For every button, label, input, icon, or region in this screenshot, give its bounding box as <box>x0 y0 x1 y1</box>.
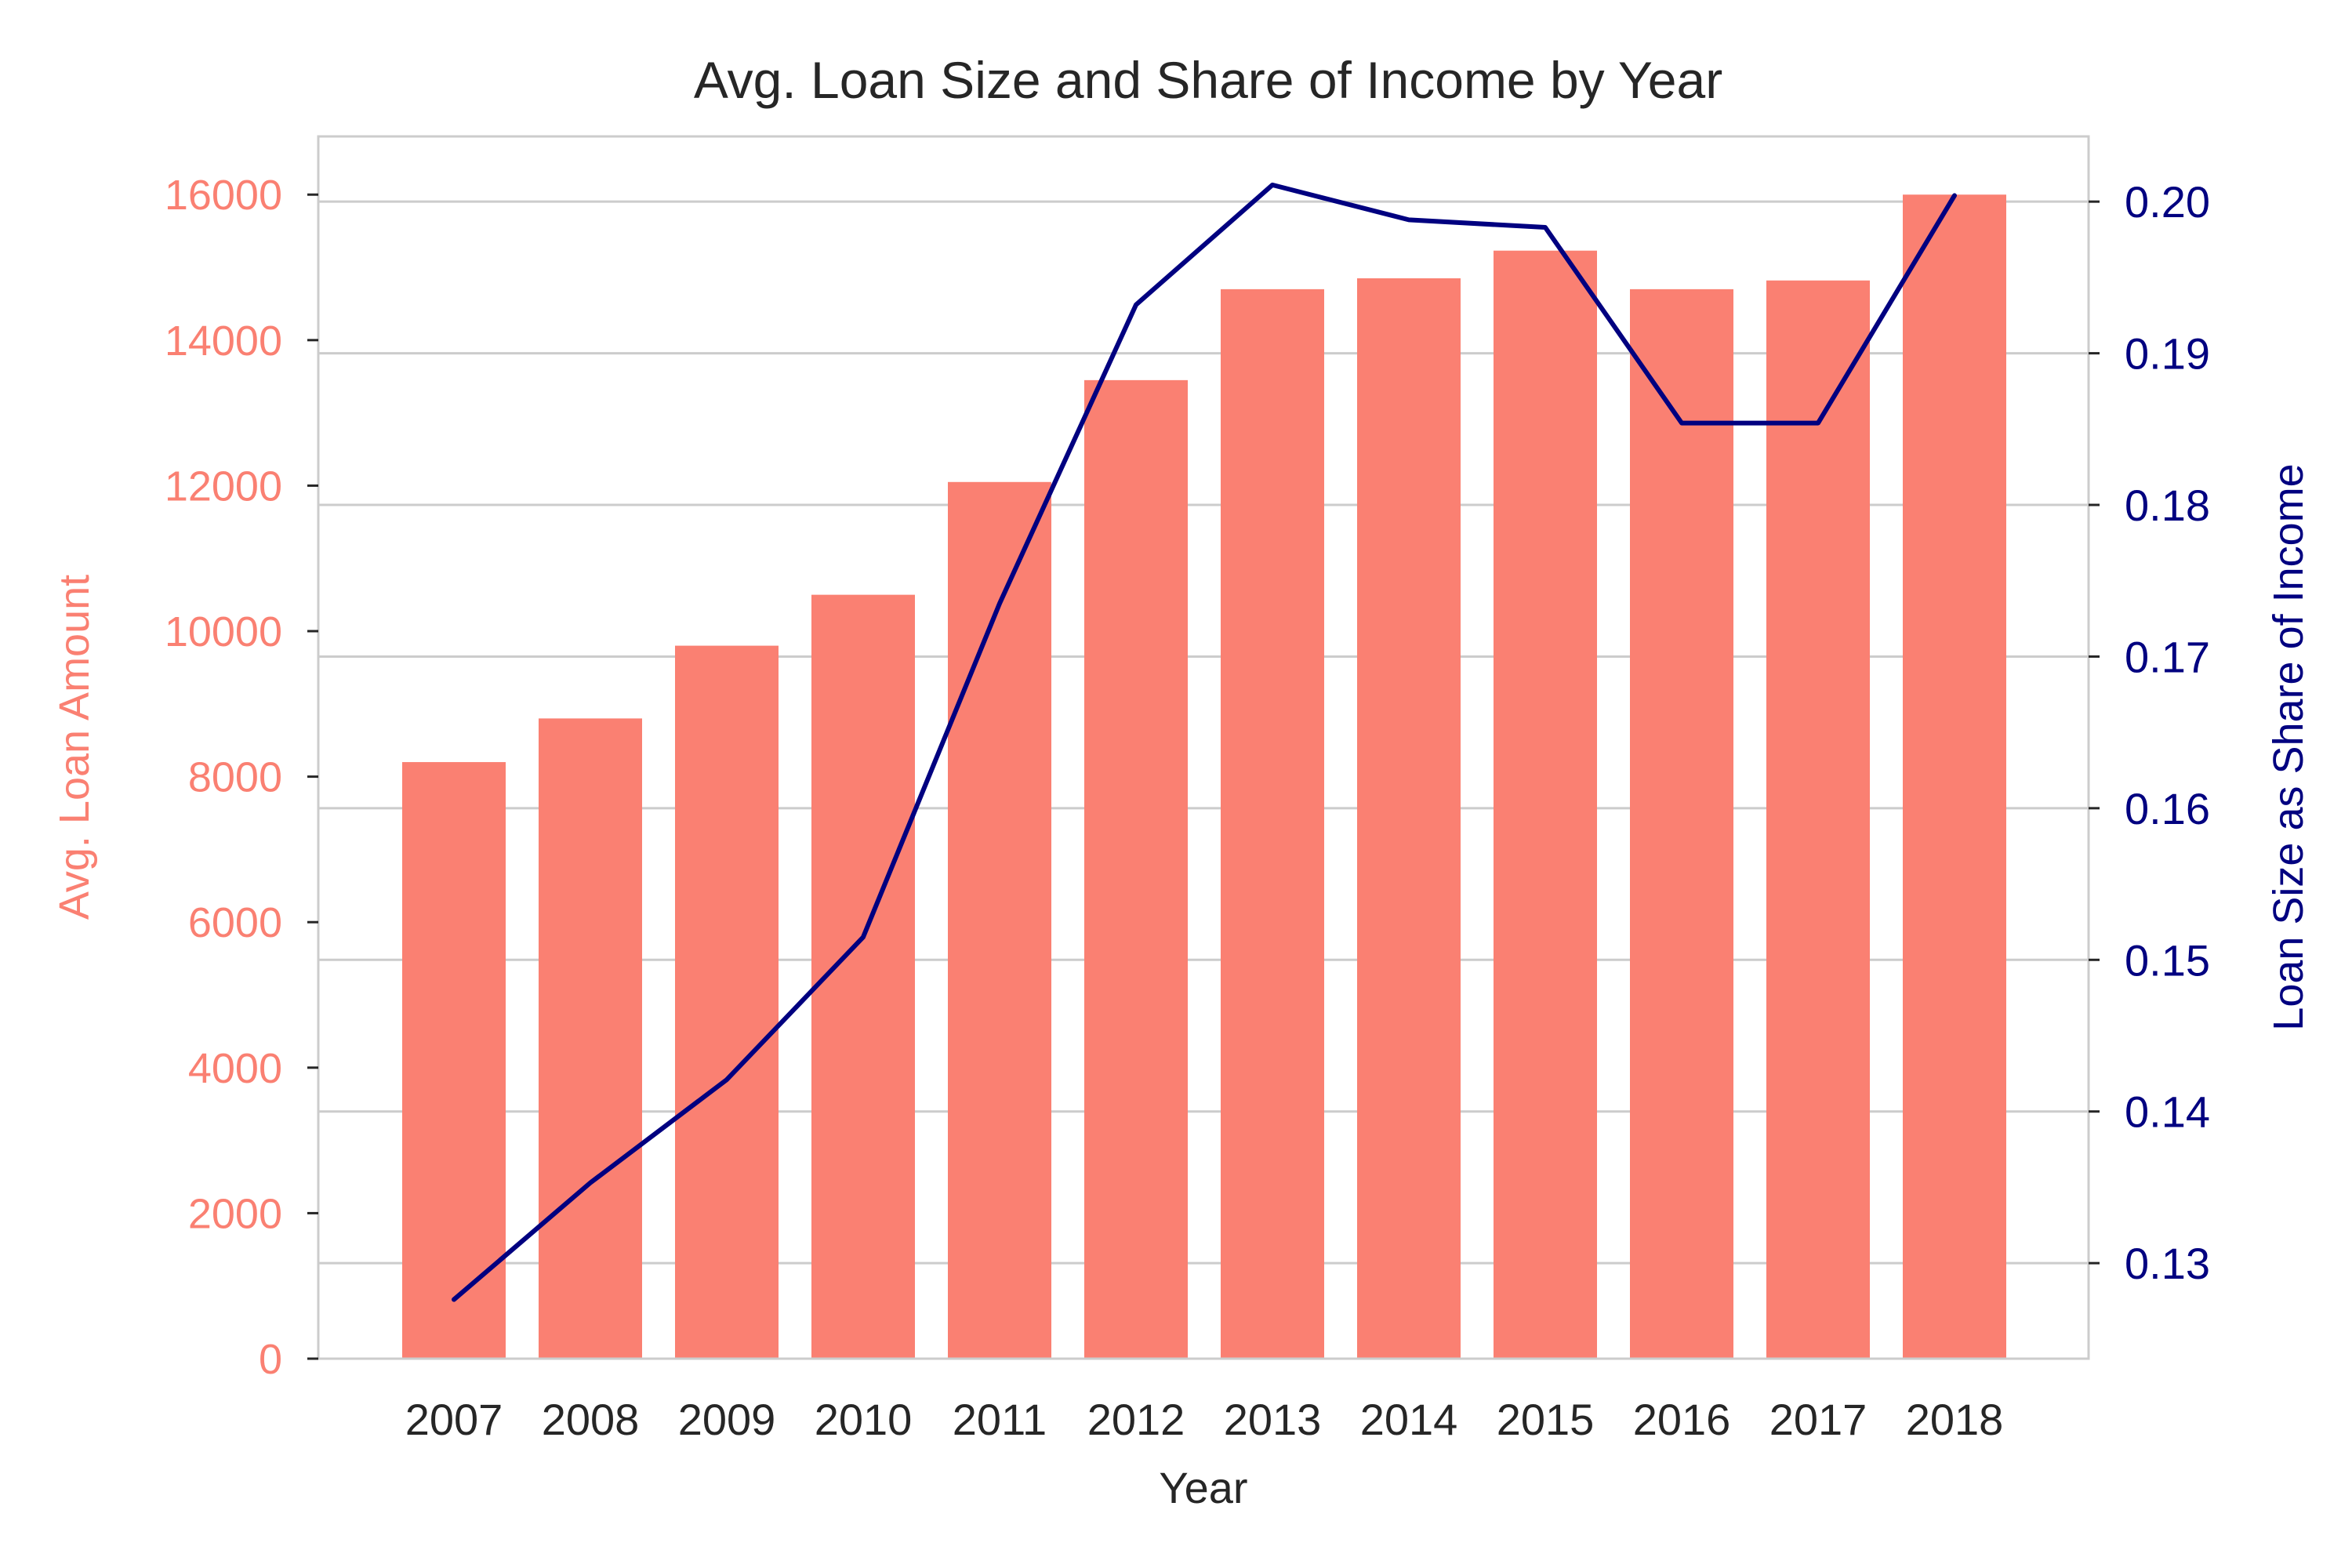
right-tick-label-0.17: 0.17 <box>2125 632 2210 681</box>
left-tick-label-12000: 12000 <box>165 463 282 510</box>
left-y-axis: 0 2000 4000 6000 8000 10000 12000 14000 16000 <box>165 172 318 1383</box>
x-tick-label-2015: 2015 <box>1497 1395 1595 1444</box>
line-point-2007 <box>452 1298 456 1302</box>
line-point-2017 <box>1816 421 1820 426</box>
x-tick-label-2010: 2010 <box>815 1395 913 1444</box>
right-tick-label-0.14: 0.14 <box>2125 1087 2210 1137</box>
bar-2008 <box>539 718 642 1359</box>
x-tick-label-2016: 2016 <box>1633 1395 1731 1444</box>
right-tick-label-0.16: 0.16 <box>2125 784 2210 833</box>
line-point-2012 <box>1134 303 1138 307</box>
right-tick-label-0.15: 0.15 <box>2125 935 2210 985</box>
x-tick-label-2011: 2011 <box>953 1395 1047 1444</box>
line-share-of-income <box>452 182 1957 1302</box>
x-tick-label-2007: 2007 <box>405 1395 503 1444</box>
x-tick-label-2008: 2008 <box>542 1395 640 1444</box>
line-point-2011 <box>997 601 1002 606</box>
plot-frame <box>317 135 2090 1360</box>
line-point-2008 <box>588 1181 593 1185</box>
line-point-2018 <box>1952 193 1957 198</box>
line-point-2014 <box>1406 217 1411 222</box>
bar-2012 <box>1084 379 1188 1359</box>
bar-2007 <box>402 762 506 1359</box>
right-tick-label-0.19: 0.19 <box>2125 329 2210 379</box>
bar-2009 <box>675 645 779 1359</box>
left-tick-label-4000: 4000 <box>188 1045 282 1092</box>
x-tick-label-2013: 2013 <box>1224 1395 1322 1444</box>
left-tick-label-16000: 16000 <box>165 172 282 219</box>
bar-2014 <box>1357 278 1461 1359</box>
left-tick-label-8000: 8000 <box>188 754 282 801</box>
x-tick-label-2017: 2017 <box>1769 1395 1867 1444</box>
left-tick-label-0: 0 <box>259 1336 282 1383</box>
bar-2018 <box>1903 194 2006 1359</box>
right-tick-label-0.20: 0.20 <box>2125 177 2210 227</box>
line-point-2009 <box>724 1077 729 1082</box>
bar-2015 <box>1494 250 1597 1359</box>
x-tick-label-2014: 2014 <box>1360 1395 1458 1444</box>
bar-2017 <box>1766 280 1870 1359</box>
line-point-2010 <box>861 935 866 939</box>
x-tick-label-2018: 2018 <box>1906 1395 2004 1444</box>
right-y-axis-label: Loan Size as Share of Income <box>2265 463 2312 1030</box>
left-tick-label-2000: 2000 <box>188 1190 282 1237</box>
x-tick-label-2012: 2012 <box>1087 1395 1185 1444</box>
left-tick-label-14000: 14000 <box>165 318 282 365</box>
x-axis: 2007 2008 2009 2010 2011 2012 2013 2014 2015 2016… <box>405 1395 2004 1444</box>
left-y-axis-label: Avg. Loan Amount <box>51 575 98 920</box>
chart-title: Avg. Loan Size and Share of Income by Ye… <box>694 51 1722 109</box>
bar-2011 <box>948 481 1051 1359</box>
x-tick-label-2009: 2009 <box>678 1395 776 1444</box>
right-y-axis: 0.13 0.14 0.15 0.16 0.17 0.18 0.19 0.20 <box>2089 177 2210 1288</box>
line-point-2013 <box>1270 183 1275 187</box>
right-tick-label-0.13: 0.13 <box>2125 1239 2210 1288</box>
bar-2016 <box>1630 289 1733 1359</box>
line-point-2016 <box>1679 421 1684 426</box>
left-tick-label-6000: 6000 <box>188 899 282 946</box>
line-point-2015 <box>1543 225 1548 230</box>
left-tick-label-10000: 10000 <box>165 608 282 655</box>
right-tick-label-0.18: 0.18 <box>2125 481 2210 530</box>
line-series <box>452 182 1957 1302</box>
bar-2013 <box>1221 289 1324 1359</box>
x-axis-label: Year <box>1159 1463 1247 1512</box>
bar-series <box>402 194 2006 1359</box>
bar-2010 <box>811 594 915 1359</box>
